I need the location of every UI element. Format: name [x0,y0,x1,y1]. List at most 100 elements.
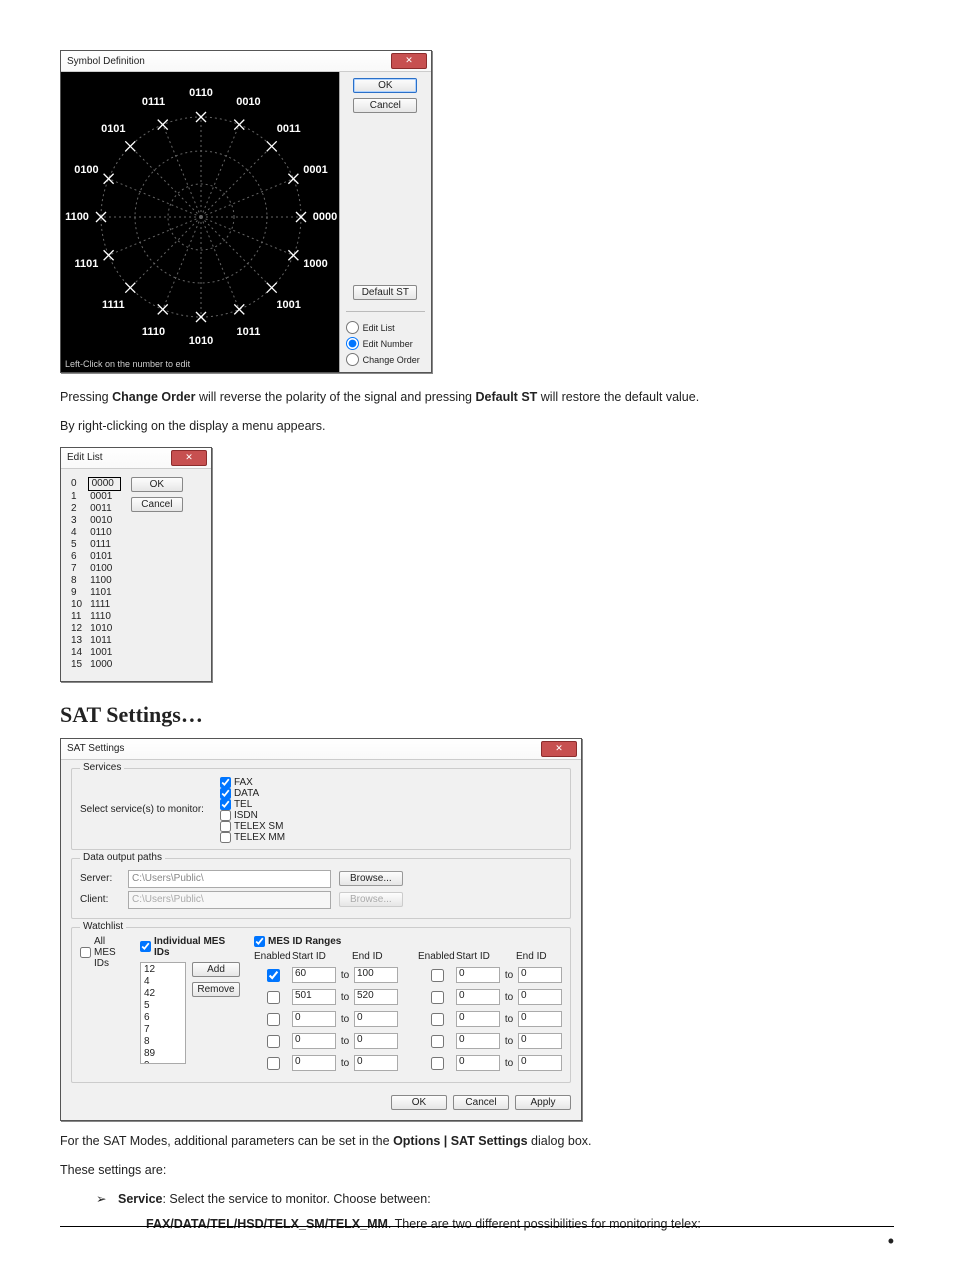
range-end-input[interactable]: 0 [518,1055,562,1071]
range-start-input[interactable]: 501 [292,989,336,1005]
ok-button[interactable]: OK [391,1095,447,1110]
list-item[interactable]: 6 [144,1012,182,1024]
range-start-input[interactable]: 0 [456,1033,500,1049]
range-end-input[interactable]: 100 [354,967,398,983]
list-item[interactable]: 89 [144,1048,182,1060]
table-row: 70100 [69,563,120,575]
list-item[interactable]: 4 [144,976,182,988]
default-st-button[interactable]: Default ST [353,285,417,300]
symbol-label[interactable]: 1011 [237,326,261,338]
symbol-label[interactable]: 1010 [189,335,213,347]
symbol-label[interactable]: 0000 [313,211,337,223]
service-checkbox[interactable]: FAX [220,777,285,788]
mes-id-list[interactable]: 124425678899 [140,962,186,1064]
service-checkbox[interactable]: TELEX MM [220,832,285,843]
service-checkbox[interactable]: ISDN [220,810,285,821]
range-start-input[interactable]: 60 [292,967,336,983]
table-row: 121010 [69,623,120,635]
range-end-input[interactable]: 0 [518,967,562,983]
close-icon[interactable]: ✕ [171,450,207,466]
mes-ranges-checkbox[interactable]: MES ID Ranges [254,936,562,947]
symbol-label[interactable]: 0111 [142,96,165,108]
apply-button[interactable]: Apply [515,1095,571,1110]
server-path-input[interactable]: C:\Users\Public\ [128,870,331,888]
constellation-display[interactable]: Left-Click on the number to edit 0110001… [61,72,339,372]
symbol-label[interactable]: 1101 [75,258,99,270]
list-item[interactable]: 5 [144,1000,182,1012]
symbol-label[interactable]: 0010 [236,96,260,108]
symbol-label[interactable]: 1000 [303,258,327,270]
range-end-input[interactable]: 0 [518,1011,562,1027]
range-start-input[interactable]: 0 [456,1055,500,1071]
browse-client-button: Browse... [339,892,403,907]
radio-edit-number[interactable]: Edit Number [346,337,425,350]
browse-server-button[interactable]: Browse... [339,871,403,886]
paths-group: Data output paths Server: C:\Users\Publi… [71,858,571,919]
symbol-label[interactable]: 0101 [101,123,125,135]
titlebar: Edit List ✕ [61,448,211,469]
cancel-button[interactable]: Cancel [353,98,417,113]
service-checkbox[interactable]: DATA [220,788,285,799]
range-end-input[interactable]: 0 [354,1055,398,1071]
range-enabled-checkbox[interactable] [431,969,444,982]
add-button[interactable]: Add [192,962,240,977]
ok-button[interactable]: OK [353,78,417,93]
range-start-input[interactable]: 0 [456,1011,500,1027]
all-mes-checkbox[interactable]: All MES IDs [80,936,126,969]
settings-list: Service: Select the service to monitor. … [60,1191,894,1234]
list-item[interactable]: 8 [144,1036,182,1048]
range-enabled-checkbox[interactable] [267,1057,280,1070]
table-row: 10001 [69,490,120,503]
remove-button[interactable]: Remove [192,982,240,997]
range-row: 0to0 [418,1054,562,1073]
range-start-input[interactable]: 0 [292,1033,336,1049]
range-end-input[interactable]: 520 [354,989,398,1005]
symbol-label[interactable]: 1100 [65,211,89,223]
symbol-label[interactable]: 1001 [276,299,300,311]
close-icon[interactable]: ✕ [541,741,577,757]
sat-settings-window: SAT Settings ✕ Services Select service(s… [60,738,582,1121]
list-item[interactable]: 7 [144,1024,182,1036]
list-item[interactable]: 12 [144,964,182,976]
range-enabled-checkbox[interactable] [431,1035,444,1048]
service-checkbox[interactable]: TEL [220,799,285,810]
symbol-label[interactable]: 0100 [74,164,98,176]
range-end-input[interactable]: 0 [354,1011,398,1027]
close-icon[interactable]: ✕ [391,53,427,69]
range-enabled-checkbox[interactable] [267,1035,280,1048]
radio-edit-list[interactable]: Edit List [346,321,425,334]
range-end-input[interactable]: 0 [518,989,562,1005]
range-enabled-checkbox[interactable] [431,1057,444,1070]
list-item[interactable]: 9 [144,1060,182,1064]
symbol-label[interactable]: 1110 [142,326,165,338]
individual-mes-checkbox[interactable]: Individual MES IDs [140,936,240,958]
range-start-input[interactable]: 0 [292,1055,336,1071]
range-enabled-checkbox[interactable] [431,991,444,1004]
range-enabled-checkbox[interactable] [267,969,280,982]
radio-change-order[interactable]: Change Order [346,353,425,366]
range-start-input[interactable]: 0 [456,989,500,1005]
ok-button[interactable]: OK [131,477,183,492]
range-end-input[interactable]: 0 [518,1033,562,1049]
range-row: 0to0 [418,988,562,1007]
range-enabled-checkbox[interactable] [267,991,280,1004]
range-row: 0to0 [418,966,562,985]
range-end-input[interactable]: 0 [354,1033,398,1049]
range-enabled-checkbox[interactable] [431,1013,444,1026]
footer-bullet-icon: • [888,1231,894,1252]
symbol-label[interactable]: 0001 [303,164,327,176]
list-item[interactable]: 42 [144,988,182,1000]
paragraph-right-click: By right-clicking on the display a menu … [60,418,894,435]
cancel-button[interactable]: Cancel [453,1095,509,1110]
paragraph-change-order: Pressing Change Order will reverse the p… [60,389,894,406]
cancel-button[interactable]: Cancel [131,497,183,512]
service-checkbox[interactable]: TELEX SM [220,821,285,832]
table-row: 30010 [69,515,120,527]
symbol-label[interactable]: 1111 [102,299,125,311]
range-enabled-checkbox[interactable] [267,1013,280,1026]
symbol-label[interactable]: 0011 [277,123,301,135]
table-row: 101111 [69,599,120,611]
symbol-label[interactable]: 0110 [189,87,213,99]
range-start-input[interactable]: 0 [292,1011,336,1027]
range-start-input[interactable]: 0 [456,967,500,983]
